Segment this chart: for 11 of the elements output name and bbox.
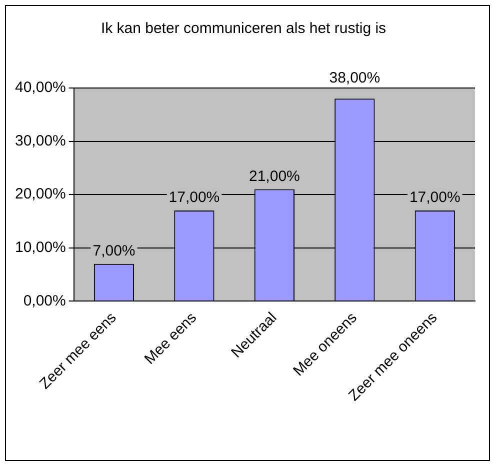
y-tick-label: 40,00% xyxy=(15,79,66,96)
y-tick-label: 10,00% xyxy=(15,238,66,256)
y-tick-label: 0,00% xyxy=(23,292,66,310)
data-label: 7,00% xyxy=(92,242,136,260)
data-label: 38,00% xyxy=(329,70,380,87)
data-label: 17,00% xyxy=(168,189,220,206)
data-label: 17,00% xyxy=(409,189,460,206)
y-tick-label: 30,00% xyxy=(15,132,66,150)
chart-title: Ik kan beter communiceren als het rustig is xyxy=(100,20,386,38)
data-label: 21,00% xyxy=(249,168,300,185)
y-tick-label: 20,00% xyxy=(15,186,66,203)
